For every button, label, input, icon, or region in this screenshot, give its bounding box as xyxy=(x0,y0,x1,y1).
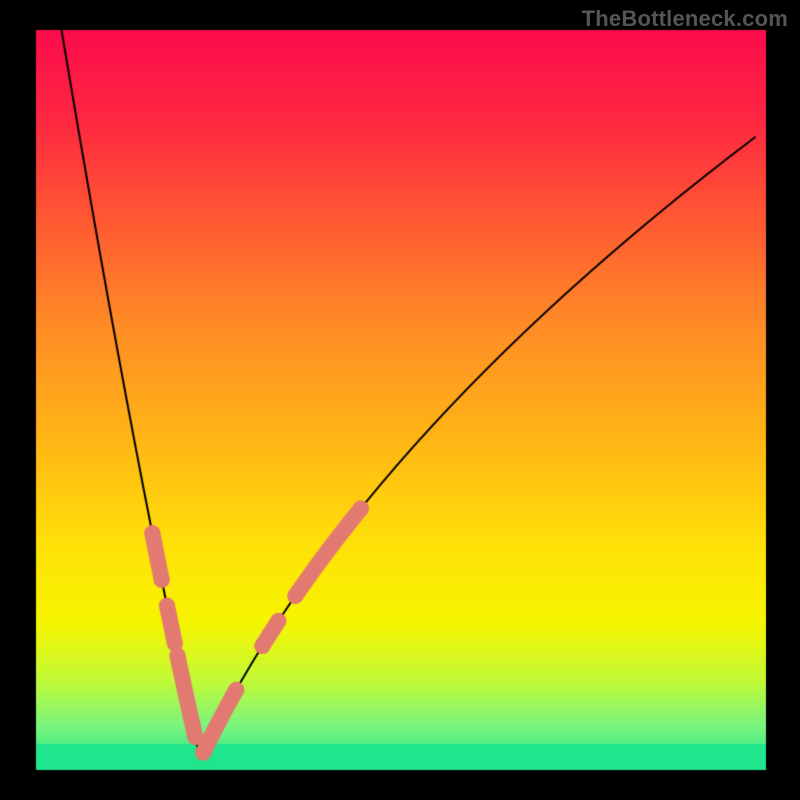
watermark-text: TheBottleneck.com xyxy=(582,6,788,32)
bottleneck-canvas xyxy=(0,0,800,800)
chart-root: TheBottleneck.com xyxy=(0,0,800,800)
